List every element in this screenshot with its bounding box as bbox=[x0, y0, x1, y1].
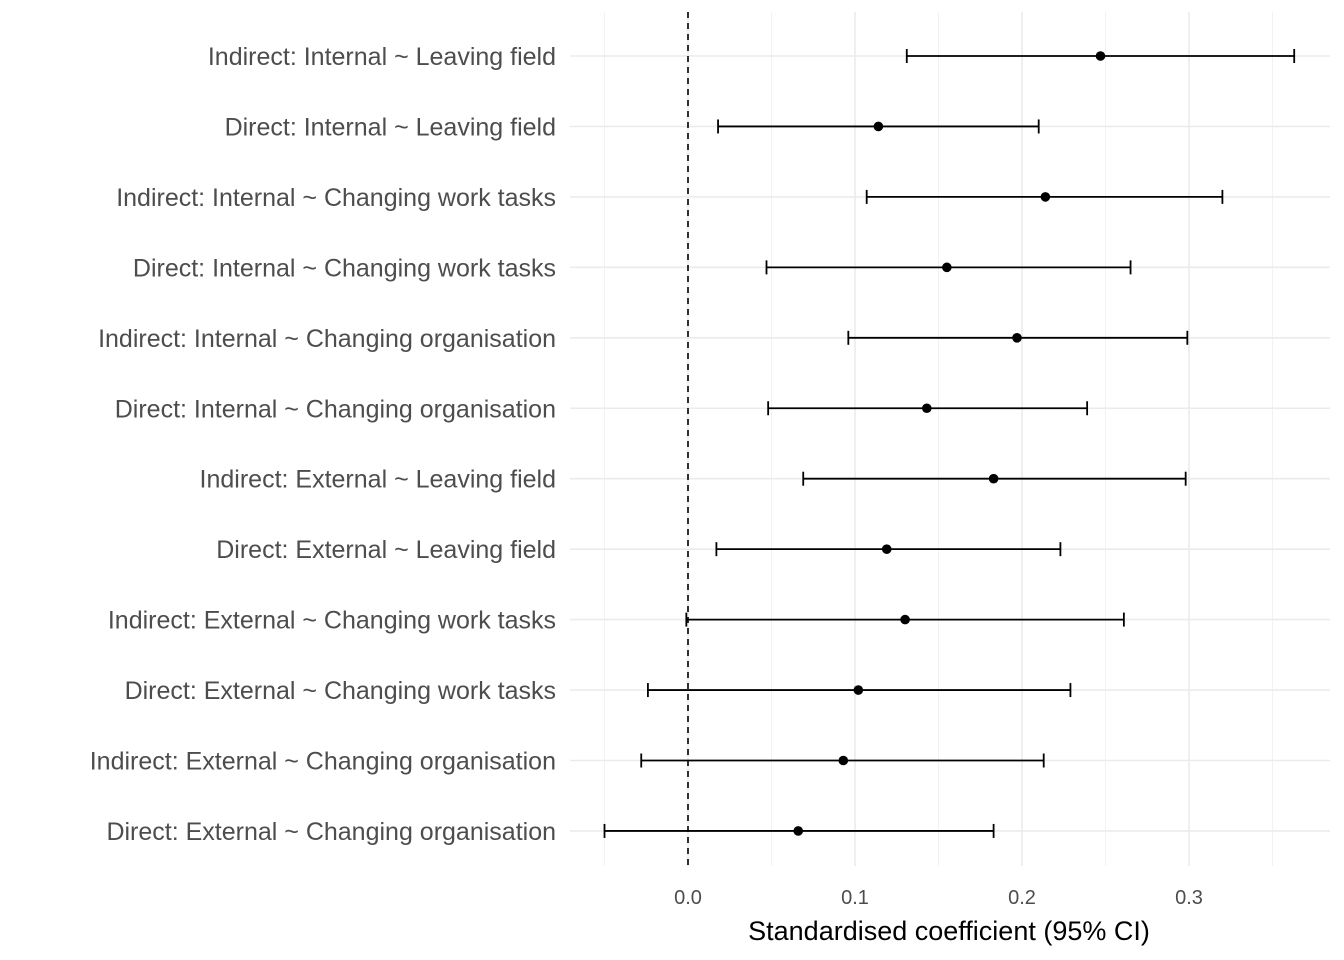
category-label-11: Direct: External ~ Changing organisation bbox=[106, 818, 556, 846]
x-axis-title: Standardised coefficient (95% CI) bbox=[748, 916, 1150, 946]
grid-lines bbox=[570, 12, 1330, 866]
estimate-point-6 bbox=[988, 473, 999, 484]
estimate-point-0 bbox=[1095, 51, 1106, 61]
estimate-point-7 bbox=[881, 544, 892, 554]
category-label-3: Direct: Internal ~ Changing work tasks bbox=[133, 254, 556, 282]
x-tick-label-3: 0.3 bbox=[1175, 887, 1203, 909]
estimate-point-8 bbox=[900, 614, 910, 625]
category-label-1: Direct: Internal ~ Leaving field bbox=[225, 113, 556, 141]
estimate-points bbox=[793, 51, 1106, 836]
category-label-0: Indirect: Internal ~ Leaving field bbox=[208, 43, 556, 71]
estimate-point-2 bbox=[1040, 192, 1051, 202]
x-tick-label-1: 0.1 bbox=[841, 887, 869, 909]
category-labels: Indirect: Internal ~ Leaving field Direct… bbox=[90, 43, 556, 846]
estimate-point-4 bbox=[1012, 333, 1022, 343]
category-label-2: Indirect: Internal ~ Changing work tasks bbox=[116, 184, 556, 212]
confidence-intervals bbox=[603, 49, 1296, 838]
category-label-9: Direct: External ~ Changing work tasks bbox=[125, 677, 556, 705]
category-label-7: Direct: External ~ Leaving field bbox=[216, 536, 556, 564]
x-tick-label-2: 0.2 bbox=[1008, 887, 1036, 909]
category-label-4: Indirect: Internal ~ Changing organisati… bbox=[98, 325, 556, 353]
category-label-5: Direct: Internal ~ Changing organisation bbox=[115, 395, 556, 423]
estimate-point-9 bbox=[853, 685, 864, 695]
estimate-point-10 bbox=[838, 755, 849, 766]
estimate-point-5 bbox=[922, 403, 932, 414]
category-label-8: Indirect: External ~ Changing work tasks bbox=[108, 607, 556, 635]
category-label-6: Indirect: External ~ Leaving field bbox=[200, 466, 556, 494]
estimate-point-3 bbox=[942, 262, 952, 273]
x-tick-label-0: 0.0 bbox=[674, 887, 702, 909]
x-tick-labels: 0.0 0.1 0.2 0.3 bbox=[674, 887, 1203, 909]
estimate-point-1 bbox=[873, 121, 884, 132]
category-label-10: Indirect: External ~ Changing organisati… bbox=[90, 748, 556, 776]
estimate-point-11 bbox=[793, 826, 804, 836]
